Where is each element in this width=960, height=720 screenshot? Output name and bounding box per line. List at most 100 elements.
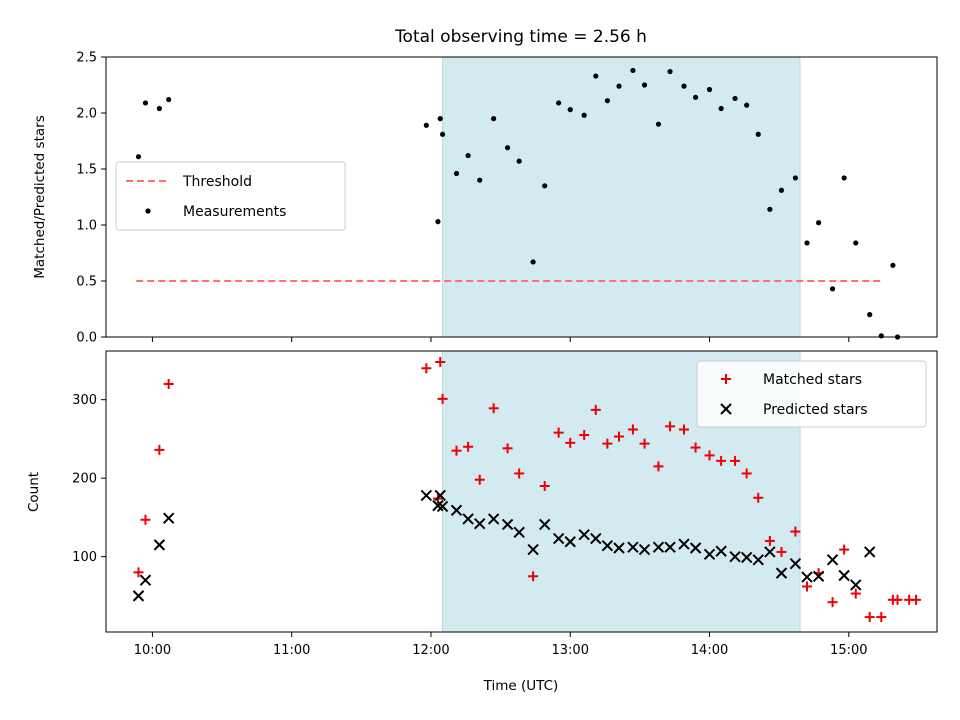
cross-stroke — [838, 569, 850, 582]
matched-star-point — [776, 546, 787, 557]
predicted-star-point — [627, 541, 639, 553]
predicted-star-point — [578, 528, 590, 541]
x-tick-label: 15:00 — [830, 643, 867, 658]
matched-star-point — [154, 444, 165, 455]
matched-star-point — [764, 535, 775, 546]
measurement-point — [841, 175, 847, 181]
measurement-point — [755, 131, 761, 137]
legend-cross — [720, 403, 732, 415]
y-tick-label: 0.0 — [76, 331, 97, 346]
chart-title: Total observing time = 2.56 h — [394, 27, 647, 47]
matched-star-point — [539, 481, 550, 492]
x-tick-label: 12:00 — [412, 643, 449, 658]
cross-stroke — [501, 518, 514, 531]
matched-star-point — [514, 468, 525, 479]
matched-star-point — [741, 468, 752, 479]
legend-plus — [721, 374, 731, 384]
cross-stroke — [474, 517, 486, 530]
cross-stroke — [715, 545, 727, 557]
predicted-star-point — [838, 569, 850, 582]
predicted-star-point — [689, 542, 702, 554]
cross-stroke — [720, 403, 732, 415]
measurement-point — [567, 107, 573, 113]
predicted-star-point — [801, 571, 813, 583]
cross-stroke — [153, 539, 166, 551]
measurement-point — [135, 154, 142, 160]
x-axis-label: Time (UTC) — [483, 678, 559, 694]
matched-star-point — [602, 438, 613, 449]
cross-stroke — [613, 542, 625, 554]
predicted-star-point — [590, 532, 602, 545]
matched-star-point — [133, 567, 144, 578]
bottom-y-ticks: 100 200 300 — [72, 393, 106, 565]
matched-star-point — [690, 442, 701, 453]
predicted-star-point — [775, 567, 788, 579]
top-x-ticks — [151, 337, 850, 342]
y-tick-label: 0.5 — [76, 275, 97, 290]
measurement-point — [465, 152, 471, 159]
measurement-point — [732, 95, 738, 102]
x-tick-label: 10:00 — [134, 643, 171, 658]
cross-stroke — [652, 541, 665, 553]
measurement-point — [166, 96, 172, 103]
predicted-star-point — [132, 590, 145, 602]
x-tick-label: 13:00 — [552, 643, 589, 658]
measurement-point — [878, 333, 884, 339]
predicted-star-point — [863, 546, 876, 558]
legend-measurements-label: Measurements — [183, 204, 286, 220]
measurement-point — [593, 73, 599, 79]
matched-star-point — [827, 597, 838, 608]
cross-stroke — [863, 546, 876, 558]
cross-stroke — [432, 499, 444, 512]
cross-stroke — [434, 489, 446, 502]
matched-star-point — [802, 581, 813, 592]
y-tick-label: 100 — [72, 550, 97, 565]
measurement-point — [816, 220, 822, 226]
cross-stroke — [139, 574, 152, 586]
predicted-star-point — [850, 579, 862, 591]
measurement-point — [655, 121, 662, 127]
cross-stroke — [578, 528, 590, 541]
cross-stroke — [487, 513, 500, 525]
matched-star-point — [864, 612, 875, 623]
bottom-x-ticks: 10:00 11:00 12:00 13:00 14:00 15:00 — [134, 632, 868, 658]
measurement-point — [804, 240, 810, 246]
cross-stroke — [462, 513, 474, 525]
predicted-star-point — [703, 548, 716, 561]
matched-star-point — [911, 594, 922, 605]
cross-stroke — [703, 548, 716, 561]
matched-star-point — [892, 594, 903, 605]
bottom-legend: Matched stars Predicted stars — [696, 360, 927, 428]
top-shaded-region — [442, 56, 801, 338]
measurement-point — [437, 116, 443, 122]
matched-star-point — [730, 455, 741, 466]
cross-stroke — [764, 546, 776, 558]
cross-stroke — [162, 512, 175, 524]
measurement-point — [681, 83, 687, 89]
measurement-point — [504, 145, 511, 151]
cross-stroke — [812, 570, 825, 582]
legend-predicted-label: Predicted stars — [763, 402, 868, 418]
predicted-star-point — [487, 513, 500, 525]
predicted-star-point — [539, 518, 551, 531]
bottom-panel: 100 200 300 10:00 11:00 12:00 13:00 14:00 15:00… — [26, 350, 938, 694]
top-legend-box — [115, 161, 346, 231]
cross-stroke — [826, 554, 839, 566]
bottom-plot-frame — [105, 350, 938, 633]
y-tick-label: 2.5 — [76, 51, 97, 66]
cross-stroke — [436, 500, 449, 513]
predicted-star-point — [652, 541, 665, 553]
measurement-point — [641, 82, 648, 88]
measurement-point — [744, 102, 750, 108]
measurement-point — [767, 206, 773, 212]
predicted-star-point — [764, 546, 776, 558]
y-tick-label: 300 — [72, 393, 97, 408]
predicted-star-point — [450, 504, 463, 517]
measurement-point — [435, 219, 441, 225]
cross-stroke — [132, 590, 145, 602]
measurement-point — [616, 83, 622, 89]
measurement-point — [692, 94, 699, 100]
matched-star-point — [502, 443, 513, 454]
matched-star-point — [528, 571, 539, 582]
